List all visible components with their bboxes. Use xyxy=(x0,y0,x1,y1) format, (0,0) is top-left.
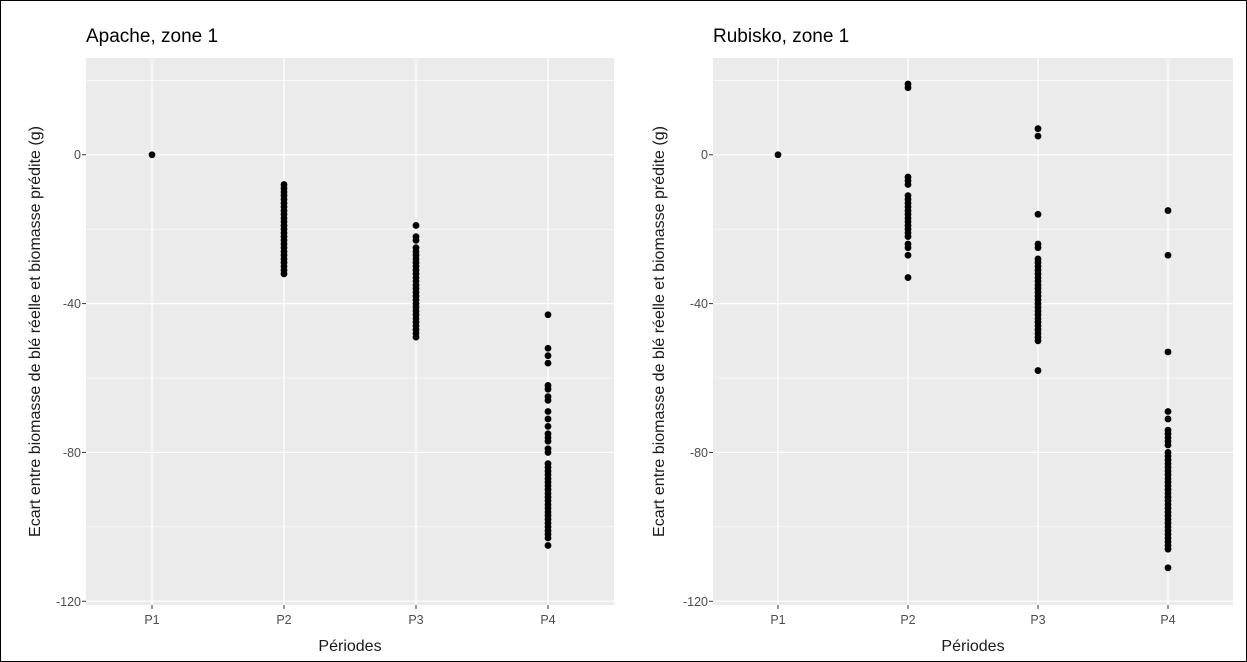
data-point xyxy=(544,396,552,404)
data-point xyxy=(1034,337,1042,345)
y-tick-label: 0 xyxy=(701,148,708,162)
data-point xyxy=(544,542,552,549)
data-point xyxy=(412,222,420,229)
data-point xyxy=(544,344,552,352)
y-tick-label: 0 xyxy=(74,148,81,162)
data-point xyxy=(904,274,912,281)
panel-background xyxy=(86,58,614,605)
data-point xyxy=(1164,251,1172,259)
data-point xyxy=(1034,132,1042,140)
data-point xyxy=(904,181,912,188)
data-point xyxy=(544,449,552,456)
data-point xyxy=(544,359,552,367)
data-point xyxy=(1164,545,1172,553)
data-point xyxy=(544,408,552,415)
y-tick-label: -80 xyxy=(63,446,81,460)
chart-title: Rubisko, zone 1 xyxy=(713,26,849,47)
x-tick-label: P1 xyxy=(770,613,785,627)
panel-1: 0 -40 -80 -120 P1 P2 P3 P4 Apache, zone 1 Période… xyxy=(27,26,614,655)
data-point xyxy=(904,251,912,259)
data-point xyxy=(1164,348,1172,356)
data-point xyxy=(544,311,552,319)
panel-background xyxy=(713,58,1233,605)
data-point xyxy=(412,236,420,244)
data-point xyxy=(1164,408,1172,415)
data-point xyxy=(1034,367,1042,374)
data-point xyxy=(544,415,552,423)
chart-title: Apache, zone 1 xyxy=(86,26,218,47)
x-tick-label: P4 xyxy=(540,613,555,627)
y-axis-title: Ecart entre biomasse de blé réelle et bi… xyxy=(651,126,668,537)
data-point xyxy=(1164,207,1172,214)
data-point xyxy=(904,233,912,241)
data-point xyxy=(544,422,552,430)
data-point xyxy=(774,151,782,159)
data-point xyxy=(1034,125,1042,133)
data-point xyxy=(544,534,552,542)
data-point xyxy=(1164,415,1172,423)
data-point xyxy=(1034,244,1042,252)
data-point xyxy=(904,244,912,252)
x-tick-label: P2 xyxy=(900,613,915,627)
y-axis-title: Ecart entre biomasse de blé réelle et bi… xyxy=(27,126,44,537)
x-tick-label: P1 xyxy=(144,613,159,627)
y-tick-label: -40 xyxy=(63,297,81,311)
y-tick-label: -40 xyxy=(690,297,708,311)
data-point xyxy=(1164,564,1172,572)
data-point xyxy=(148,151,156,159)
panel-2: 0 -40 -80 -120 P1 P2 P3 P4 Rubisko, zone 1 Périod… xyxy=(651,26,1233,655)
y-tick-label: -80 xyxy=(690,446,708,460)
data-point xyxy=(1034,210,1042,218)
data-point xyxy=(904,84,912,92)
data-point xyxy=(544,437,552,445)
y-tick-label: -120 xyxy=(56,595,81,609)
x-axis-title: Périodes xyxy=(318,638,381,655)
y-tick-label: -120 xyxy=(683,595,708,609)
data-point xyxy=(544,385,552,393)
x-tick-label: P4 xyxy=(1160,613,1175,627)
x-tick-label: P2 xyxy=(276,613,291,627)
data-point xyxy=(544,352,552,360)
data-point xyxy=(1164,441,1172,449)
data-point xyxy=(412,333,420,341)
x-axis-title: Périodes xyxy=(941,638,1004,655)
x-tick-label: P3 xyxy=(1030,613,1045,627)
x-tick-label: P3 xyxy=(408,613,423,627)
data-point xyxy=(280,270,288,278)
